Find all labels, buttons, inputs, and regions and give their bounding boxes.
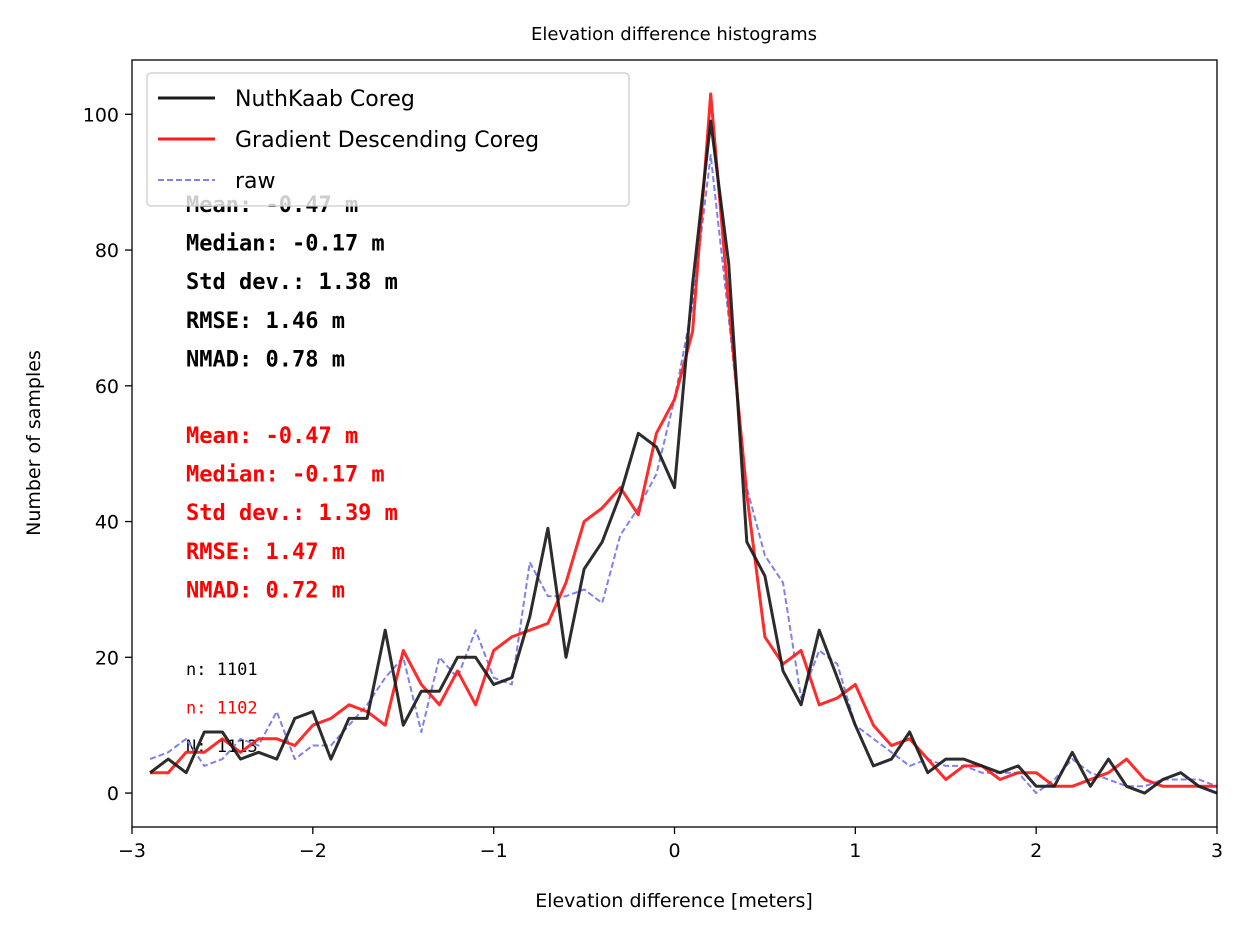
red-stat-text: RMSE: 1.47 m [186,540,345,565]
x-tick-label: 3 [1211,840,1223,862]
series-layer [149,92,1218,795]
legend-label: raw [235,169,276,194]
legend-box [146,72,630,207]
y-tick-label: 40 [95,512,119,534]
x-axis-ticks: −3 −2 −1 0 1 2 3 [118,827,1223,862]
chart-legend: NuthKaab Coreg Gradient Descending Coreg r… [146,72,630,207]
x-tick-label: 0 [668,840,680,862]
black-stat-text: RMSE: 1.46 m [186,309,345,334]
y-tick-label: 0 [107,783,119,805]
y-axis-ticks: 0 20 40 60 80 100 [83,104,132,805]
x-tick-label: 2 [1030,840,1042,862]
legend-label: NuthKaab Coreg [235,87,415,112]
x-tick-label: −1 [480,840,508,862]
black-stat-text: Median: -0.17 m [186,232,385,257]
series-line-1 [150,92,1217,788]
series-line-2 [149,154,1218,795]
x-axis-label: Elevation difference [meters] [535,890,813,912]
black-stat-text: Std dev.: 1.38 m [186,270,398,295]
y-tick-label: 20 [95,647,119,669]
y-tick-label: 100 [83,104,119,126]
red-stat-text: Median: -0.17 m [186,463,385,488]
red-stat-text: NMAD: 0.72 m [186,578,345,603]
chart-title: Elevation difference histograms [531,24,817,45]
legend-label: Gradient Descending Coreg [235,128,539,153]
count-text: n: 1101 [186,660,258,680]
y-axis-label: Number of samples [23,350,45,536]
x-tick-label: −2 [299,840,327,862]
x-tick-label: 1 [849,840,861,862]
count-text: n: 1102 [186,699,258,719]
y-tick-label: 60 [95,376,119,398]
y-tick-label: 80 [95,240,119,262]
red-stat-text: Mean: -0.47 m [186,424,358,449]
series-line-0 [149,119,1218,795]
black-stat-text: NMAD: 0.78 m [186,347,345,372]
red-stat-text: Std dev.: 1.39 m [186,501,398,526]
x-tick-label: −3 [118,840,146,862]
